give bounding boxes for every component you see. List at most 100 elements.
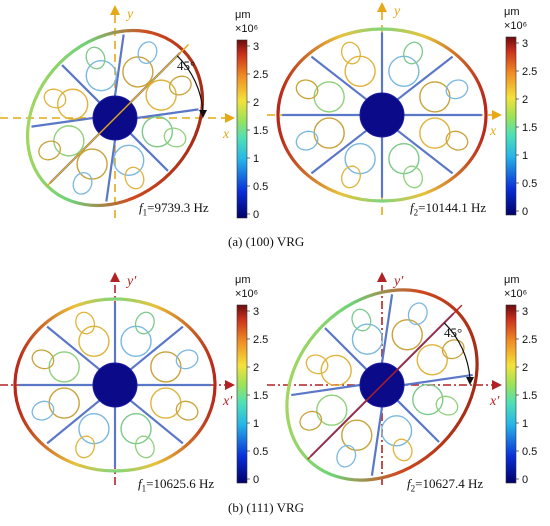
spring-lobe-a1-6 <box>85 59 117 92</box>
colorbar-tick-label-a1-6: 0 <box>253 209 259 221</box>
spring-outer-lobe-a1-3 <box>72 172 93 195</box>
colorbar-unit-a2: μm <box>504 6 520 18</box>
spring-outer-lobe-a1-5 <box>43 88 67 109</box>
spring-outer-lobe-b2-6 <box>351 308 372 332</box>
frequency-label-b1: f1=10625.6 Hz <box>138 476 215 494</box>
spring-lobe-a2-6 <box>388 55 420 88</box>
spring-outer-lobe-b1-1 <box>134 435 155 459</box>
spring-lobe-b1-6 <box>120 325 152 358</box>
spring-outer-lobe-b1-3 <box>31 400 55 421</box>
colorbar-tick-label-a2-5: 0.5 <box>522 178 537 190</box>
caption-b: (b) (111) VRG <box>228 500 305 515</box>
colorbar-tick-label-b1-6: 0 <box>253 474 259 486</box>
colorbar-tick-label-a2-6: 0 <box>522 206 528 218</box>
colorbar-tick-label-b2-3: 1.5 <box>522 390 537 402</box>
colorbar-tick-label-a1-1: 2.5 <box>253 69 268 81</box>
spoke-b2-7 <box>380 294 394 364</box>
spring-outer-lobe-b1-2 <box>75 435 96 459</box>
x-axis-label-a2: x <box>489 124 497 139</box>
spring-lobe-a1-4 <box>53 125 85 157</box>
x-axis-arrow-b1 <box>225 380 235 390</box>
spoke-b2-6 <box>324 327 368 371</box>
spoke-a1-1 <box>136 108 199 120</box>
x-axis-arrow-a2 <box>492 110 502 120</box>
colorbar-b2 <box>505 304 517 484</box>
spring-outer-lobe-b2-7 <box>407 302 428 326</box>
spring-lobe-b1-0 <box>150 387 182 419</box>
colorbar-tick-label-a1-4: 1 <box>253 153 259 165</box>
spring-outer-lobe-a1-6 <box>85 46 106 70</box>
spring-outer-lobe-a1-4 <box>38 140 61 161</box>
y-axis-arrow-b1 <box>110 272 120 282</box>
y-axis-label-a2: y <box>392 4 401 19</box>
colorbar-tick-label-b2-0: 3 <box>522 306 528 318</box>
spring-lobe-a2-2 <box>344 142 376 175</box>
resonator-a2 <box>276 27 488 203</box>
colorbar-tick-label-a2-4: 1 <box>522 150 528 162</box>
spring-outer-lobe-b2-4 <box>299 410 323 431</box>
spring-lobe-b1-1 <box>120 412 152 445</box>
spring-outer-lobe-b1-5 <box>75 311 96 335</box>
colorbar-scale-b1: ×10⁶ <box>235 288 258 300</box>
outer-ring-b1 <box>13 297 217 473</box>
resonator-b2 <box>285 288 479 482</box>
colorbar-tick-label-b2-5: 0.5 <box>522 446 537 458</box>
spring-lobe-b1-5 <box>78 325 110 358</box>
angle-arc-a1 <box>176 55 204 113</box>
spoke-a2-7 <box>396 55 454 101</box>
spring-outer-lobe-b1-7 <box>175 349 199 370</box>
spring-lobe-a2-3 <box>313 117 345 149</box>
spring-outer-lobe-b1-6 <box>134 311 155 335</box>
spring-lobe-a1-5 <box>56 88 89 120</box>
spring-lobe-a1-3 <box>76 148 108 180</box>
spring-outer-lobe-a2-2 <box>340 165 361 189</box>
y-axis-arrow-b2 <box>377 272 387 282</box>
angle-arrow-a1 <box>199 110 207 118</box>
angle-arrow-b2 <box>466 377 474 385</box>
angle-arc-b2 <box>443 322 471 380</box>
x-axis-label-b2: x′ <box>489 394 500 409</box>
frequency-label-a2: f2=10144.1 Hz <box>410 200 487 218</box>
colorbar-tick-label-a2-2: 2 <box>522 94 528 106</box>
colorbar-scale-a2: ×10⁶ <box>504 20 527 32</box>
panel-b2: x′ y′ 45° μm ×10⁶ 3 2.5 2 1.5 1 0.5 0 <box>267 272 537 486</box>
x-axis-label-b1: x′ <box>222 394 233 409</box>
spoke-a1-6 <box>61 64 101 104</box>
angle-label-b2: 45° <box>444 325 462 340</box>
spring-lobe-a1-2 <box>113 144 145 177</box>
spring-outer-lobe-a2-3 <box>295 130 319 151</box>
spring-lobe-a2-4 <box>313 81 345 113</box>
colorbar-unit-b2: μm <box>504 274 520 286</box>
tilted-axis-a1 <box>46 43 190 187</box>
frequency-label-a1: f1=9739.3 Hz <box>139 200 209 218</box>
colorbar-tick-label-a1-5: 0.5 <box>253 181 268 193</box>
y-axis-label-b2: y′ <box>392 274 404 289</box>
spring-lobe-a1-7 <box>122 56 154 88</box>
colorbar-tick-label-b1-5: 0.5 <box>253 446 268 458</box>
spring-outer-lobe-a2-4 <box>295 79 319 100</box>
colorbar-tick-label-a2-0: 3 <box>522 38 528 50</box>
colorbar-tick-label-b1-3: 1.5 <box>253 390 268 402</box>
spoke-a1-7 <box>113 34 125 97</box>
colorbar-scale-a1: ×10⁶ <box>235 23 258 35</box>
central-anchor-b1 <box>92 362 138 408</box>
spring-lobe-a2-0 <box>419 117 451 149</box>
resonator-a1 <box>25 28 205 208</box>
x-axis-arrow-b2 <box>492 380 502 390</box>
spring-outer-lobe-a1-7 <box>137 41 158 64</box>
panel-a1: x y 45° μm ×10⁶ 3 2.5 2 1.5 1 0.5 0 <box>0 5 268 221</box>
frequency-label-b2: f2=10627.4 Hz <box>407 476 484 494</box>
spoke-b2-5 <box>291 383 361 397</box>
colorbar-tick-label-a2-3: 1.5 <box>522 122 537 134</box>
colorbar-tick-label-b1-4: 1 <box>253 418 259 430</box>
spring-lobe-a2-7 <box>419 81 451 113</box>
spring-lobe-a1-0 <box>145 79 177 111</box>
spoke-a1-5 <box>31 116 94 128</box>
spoke-b1-5 <box>46 325 101 371</box>
colorbar-tick-label-b2-2: 2 <box>522 362 528 374</box>
y-axis-arrow-a2 <box>377 2 387 12</box>
colorbar-tick-label-b2-1: 2.5 <box>522 334 537 346</box>
spring-lobe-b1-4 <box>48 351 80 383</box>
